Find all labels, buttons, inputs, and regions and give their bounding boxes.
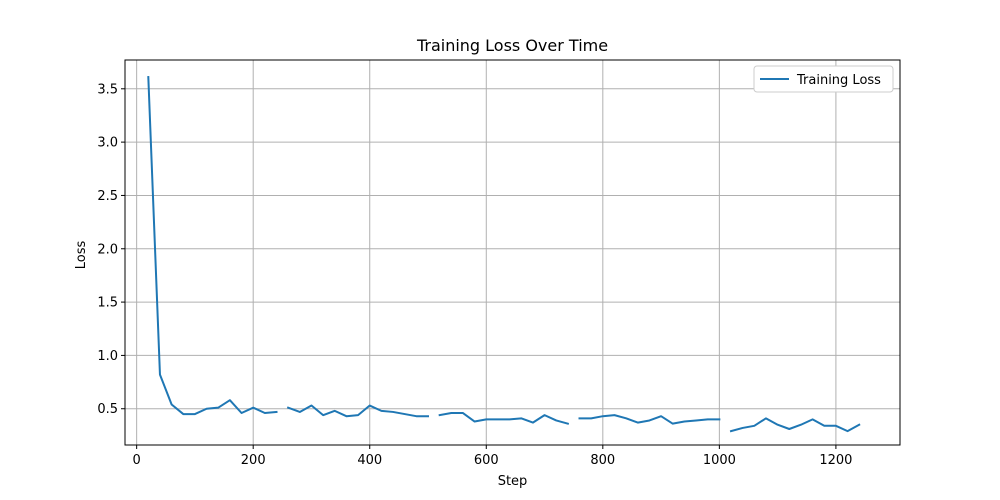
y-tick-label: 2.5 bbox=[97, 189, 118, 204]
series-lines bbox=[147, 76, 861, 433]
training-loss-line-segment bbox=[286, 404, 430, 418]
y-tick-label: 3.5 bbox=[97, 82, 118, 97]
x-tick-label: 800 bbox=[590, 453, 615, 468]
y-tick-label: 0.5 bbox=[97, 402, 118, 417]
legend-box bbox=[753, 65, 894, 93]
training-loss-line-segment bbox=[438, 412, 570, 425]
y-tick-label: 1.0 bbox=[97, 349, 118, 364]
y-axis-label: Loss bbox=[74, 241, 89, 270]
x-tick-label: 600 bbox=[474, 453, 499, 468]
plot-frame bbox=[124, 59, 901, 446]
training-loss-line-segment bbox=[729, 417, 861, 433]
training-loss-line-segment bbox=[578, 414, 721, 425]
y-tick-label: 2.0 bbox=[97, 242, 118, 257]
legend: Training Loss bbox=[753, 65, 894, 93]
y-tick-label: 3.0 bbox=[97, 136, 118, 151]
y-tick-label: 1.5 bbox=[97, 296, 118, 311]
x-tick-label: 1200 bbox=[819, 453, 852, 468]
chart-title: Training Loss Over Time bbox=[416, 36, 608, 55]
x-axis-label: Step bbox=[498, 474, 528, 489]
legend-label: Training Loss bbox=[796, 73, 881, 88]
training-loss-line-segment bbox=[147, 76, 278, 416]
x-tick-label: 1000 bbox=[703, 453, 736, 468]
axis-ticks: 0 200 400 600 800 1000 1200 0.5 1.0 1.5 2.0 2.5 3.0 3… bbox=[97, 82, 852, 468]
x-tick-label: 400 bbox=[357, 453, 382, 468]
x-tick-label: 200 bbox=[241, 453, 266, 468]
x-tick-label: 0 bbox=[133, 453, 141, 468]
